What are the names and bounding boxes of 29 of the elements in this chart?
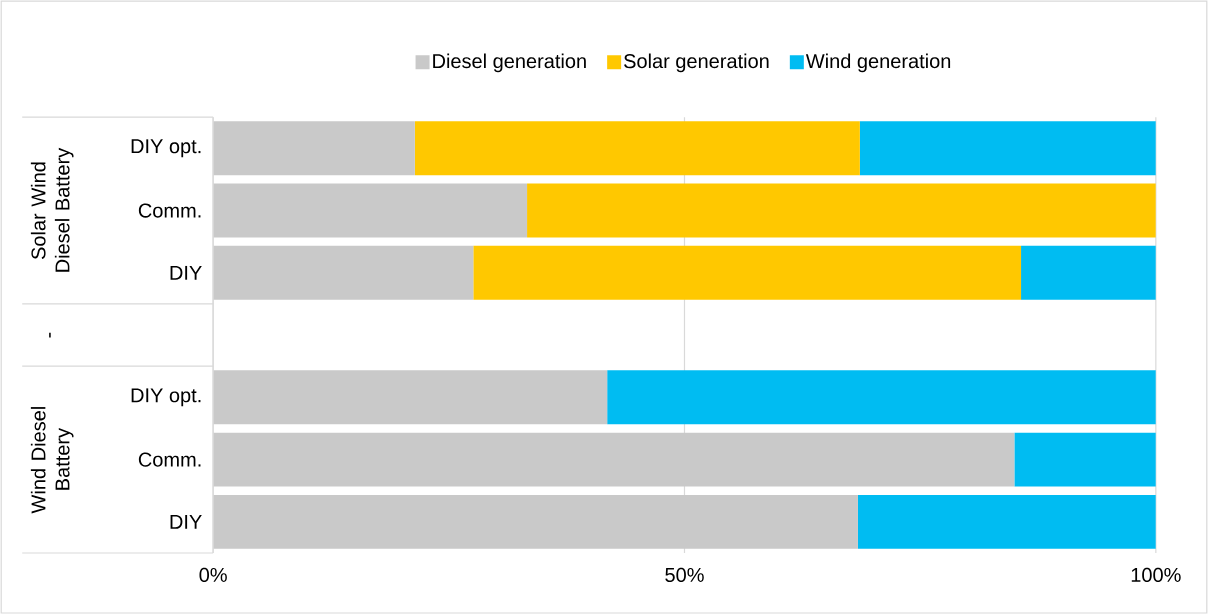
bar [1021,245,1156,300]
bar [607,370,1156,425]
bar [213,370,608,425]
y-tick-label: DIY opt. [131,388,201,407]
legend-label: Wind generation [805,53,951,73]
bar [473,245,1022,300]
x-tick-label: 100% [1131,567,1181,582]
bar [859,121,1156,176]
legend-label: Diesel generation [433,53,586,73]
bar [213,183,528,238]
text: Solar Wind Diesel Battery [30,147,74,272]
legend-label: Solar generation [624,53,769,73]
bar [414,121,860,176]
bar [1014,432,1156,487]
bar [213,245,474,300]
bar [213,121,415,176]
y-tick-label: Comm. [138,452,201,467]
text: Wind Diesel Battery [30,406,74,514]
x-tick-label: 50% [665,567,704,582]
x-tick-label: 0% [199,567,227,582]
y-tick-label: Comm. [138,203,201,218]
bar [857,494,1156,549]
text: - [49,332,51,338]
bar [213,494,858,549]
y-tick-label: DIY [170,514,202,529]
y-tick-label: DIY [170,265,202,280]
bar [213,432,1015,487]
bar [527,183,1156,238]
y-tick-label: DIY opt. [131,139,201,158]
